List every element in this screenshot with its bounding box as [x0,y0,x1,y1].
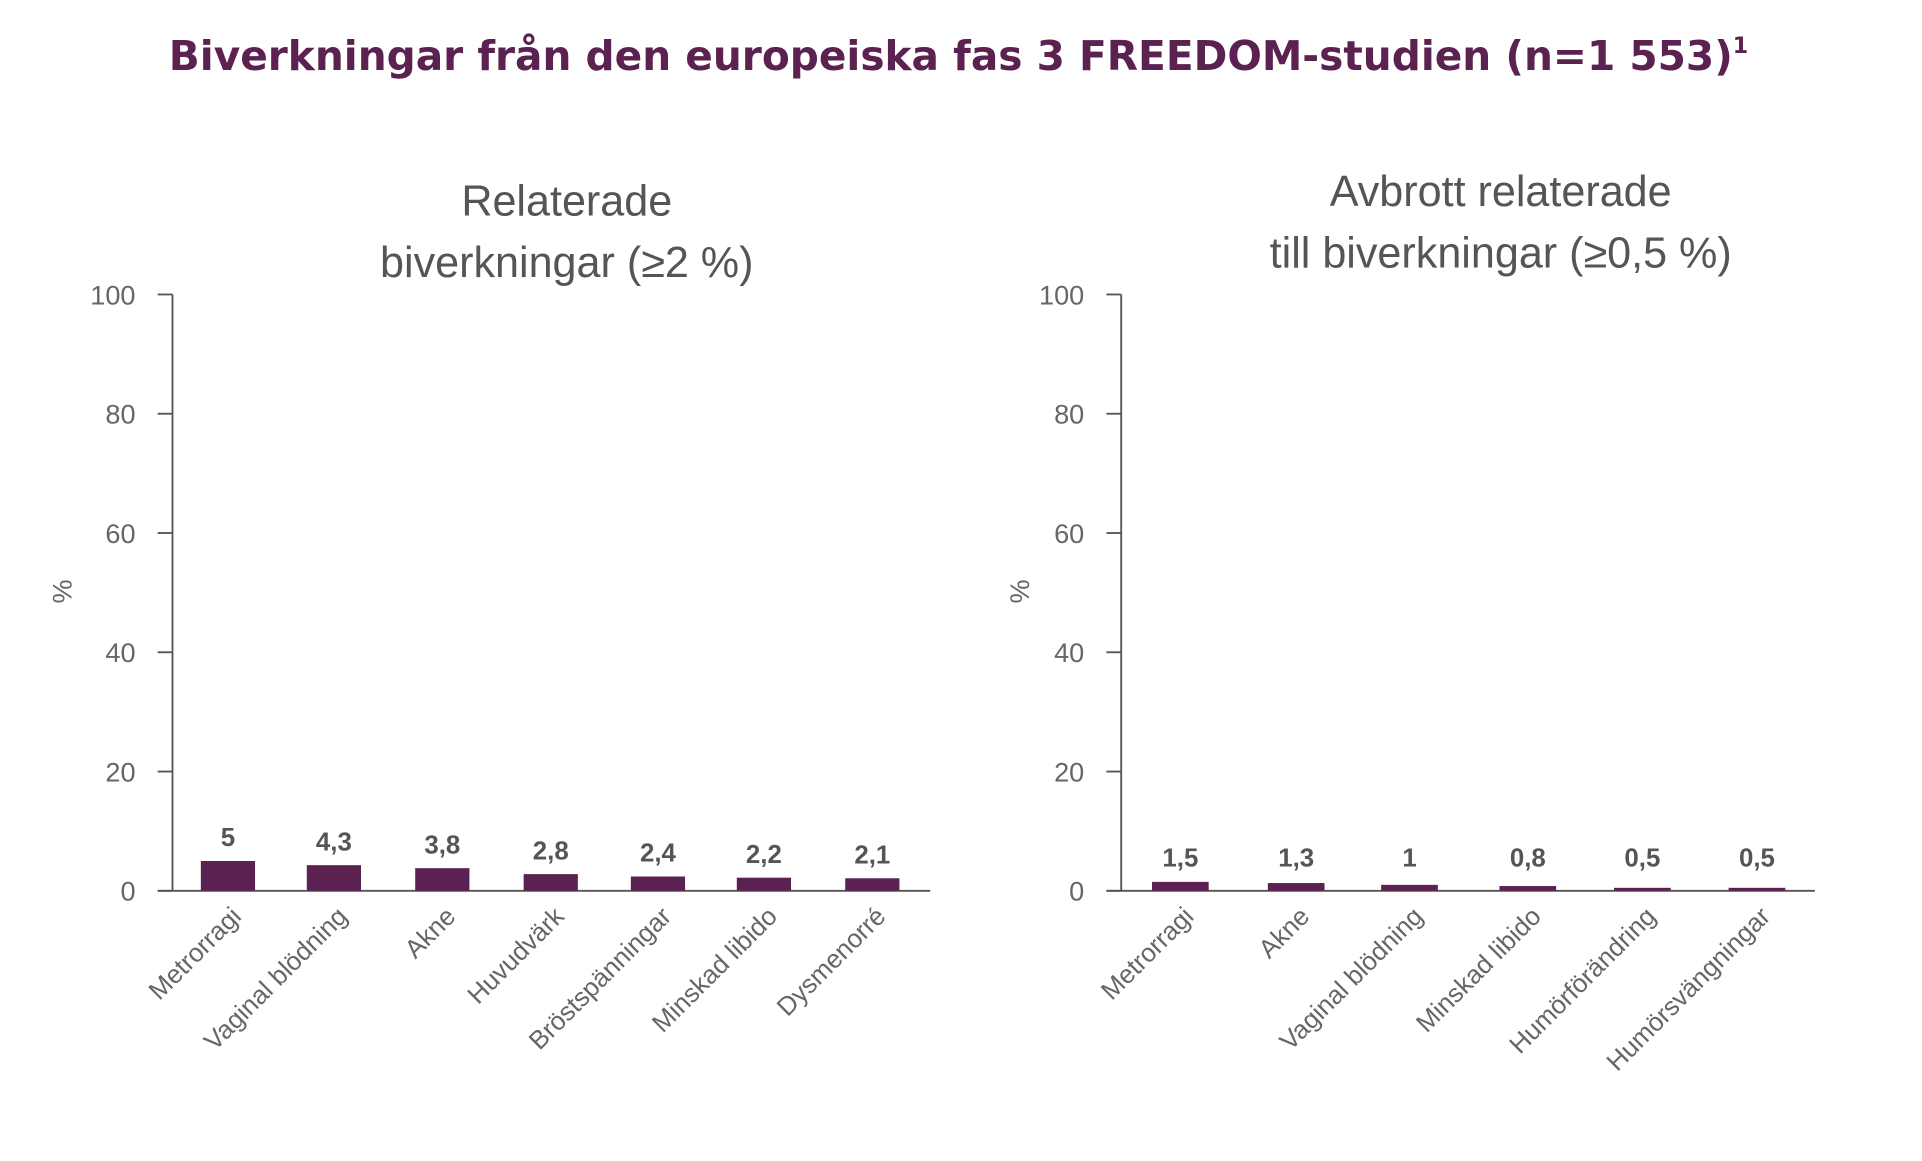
data-label: 4,3 [316,828,352,856]
data-label: 2,8 [533,837,569,865]
y-tick-label: 100 [1039,279,1084,310]
y-tick-label: 40 [105,637,135,668]
y-tick-label: 60 [1054,518,1084,549]
x-tick-label: Akne [400,902,461,963]
data-label: 2,2 [746,841,782,869]
y-axis-label: % [46,579,77,603]
y-tick-label: 60 [105,518,135,549]
chart-1: Relaterade biverkningar (≥2 %) 0 20 40 60 80 10… [46,178,931,1056]
y-tick-label: 0 [1069,876,1084,907]
x-tick-label: Dysmenorré [772,902,891,1021]
bar [1152,881,1209,891]
bar [523,874,578,891]
figure-title-text: Biverkningar från den europeiska fas 3 F… [169,32,1733,80]
data-label: 0,5 [1624,844,1660,872]
y-tick-label: 40 [1054,637,1084,668]
bar [1728,887,1786,891]
bar [415,868,470,891]
chart-2: Avbrott relaterade till biverkningar (≥0,… [1004,168,1815,1077]
bar [736,877,792,891]
y-tick-label: 0 [120,876,135,907]
bar [1614,887,1671,891]
data-label: 2,1 [854,842,890,870]
figure-title: Biverkningar från den europeiska fas 3 F… [169,32,1748,80]
chart-subtitle: Relaterade [461,178,672,226]
chart-subtitle: Avbrott relaterade [1330,168,1672,216]
data-label: 2,4 [640,840,677,868]
data-label: 0,5 [1739,844,1775,872]
chart-subtitle: till biverkningar (≥0,5 %) [1270,229,1732,277]
y-tick-label: 80 [105,399,135,430]
data-label: 3,8 [424,831,460,859]
y-axis-label: % [1004,579,1035,603]
bar [1381,884,1438,891]
title-superscript: 1 [1733,33,1748,59]
x-tick-label: Huvudvärk [463,902,570,1009]
bar [1499,886,1557,891]
bar [845,878,900,891]
data-label: 1 [1402,844,1416,872]
data-label: 1,5 [1162,844,1198,872]
x-tick-label: Metrorragi [144,902,247,1005]
y-tick-label: 20 [1054,756,1084,787]
y-tick-label: 80 [1054,399,1084,430]
y-tick-label: 100 [90,279,135,310]
data-label: 1,3 [1278,844,1314,872]
bar [200,860,256,891]
y-tick-label: 20 [105,756,135,787]
data-label: 5 [221,824,235,852]
x-tick-label: Metrorragi [1096,902,1199,1005]
bar [1267,883,1325,891]
data-label: 0,8 [1510,844,1546,872]
bar [306,865,362,891]
bar [630,876,686,891]
chart-subtitle: biverkningar (≥2 %) [380,239,753,287]
x-tick-label: Akne [1254,902,1315,963]
